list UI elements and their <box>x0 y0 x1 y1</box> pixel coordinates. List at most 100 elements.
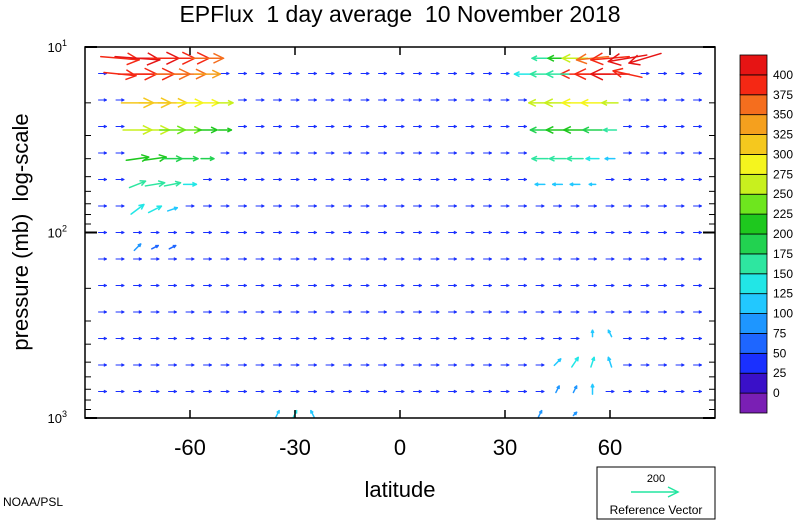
background-vector <box>623 363 632 367</box>
background-vector <box>203 177 212 182</box>
background-vector <box>395 389 405 394</box>
background-vector <box>238 283 247 288</box>
background-vector <box>273 204 282 208</box>
background-vector <box>430 71 440 76</box>
background-vector <box>360 124 370 129</box>
colorbar-swatch <box>739 193 768 215</box>
background-vector <box>500 124 510 129</box>
background-vector <box>220 230 230 235</box>
background-vector <box>203 310 212 314</box>
background-vector <box>500 204 510 208</box>
background-vector <box>605 283 615 288</box>
colorbar-swatch <box>739 94 768 116</box>
background-vector <box>343 230 352 235</box>
background-vector <box>518 204 527 208</box>
background-vector <box>290 177 300 182</box>
background-vector <box>448 257 457 261</box>
colorbar-label: 200 <box>773 227 793 241</box>
flux-vector <box>572 385 578 394</box>
background-vector <box>675 204 685 208</box>
background-vector <box>378 310 387 314</box>
background-vector <box>360 230 370 235</box>
background-vector <box>220 257 230 261</box>
background-vector <box>658 177 667 182</box>
flux-vector <box>580 98 605 107</box>
background-vector <box>518 151 527 155</box>
background-vector <box>308 204 317 208</box>
background-vector <box>360 98 370 102</box>
background-vector <box>360 363 370 367</box>
background-vector <box>448 71 457 76</box>
background-vector <box>273 124 282 129</box>
background-vector <box>395 310 405 314</box>
background-vector <box>115 389 125 394</box>
background-vector <box>500 230 510 235</box>
colorbar-swatch <box>739 313 768 334</box>
background-vector <box>255 230 265 235</box>
x-tick-label: 0 <box>394 435 406 460</box>
y-tick-label: 101 <box>48 38 67 55</box>
flux-vector <box>612 67 643 79</box>
background-vector <box>640 177 650 182</box>
background-vector <box>325 257 335 261</box>
background-vector <box>343 363 352 367</box>
background-vector <box>693 177 702 182</box>
background-vector <box>273 177 282 182</box>
background-vector <box>623 257 632 261</box>
flux-vector <box>590 356 596 368</box>
background-vector <box>360 177 370 182</box>
background-vector <box>658 257 667 261</box>
background-vector <box>378 124 387 129</box>
background-vector <box>483 363 492 367</box>
background-vector <box>238 363 247 367</box>
background-vector <box>500 310 510 314</box>
colorbar-label: 250 <box>773 187 793 201</box>
background-vector <box>693 230 702 235</box>
flux-vector <box>537 409 543 418</box>
flux-vector <box>601 99 619 106</box>
colorbar: 0 25 50 75 100 125 150 175 200 225 250 275 300 325 350… <box>739 54 793 414</box>
background-vector <box>588 310 597 314</box>
background-vector <box>290 310 300 314</box>
reference-vector-label: Reference Vector <box>610 503 703 517</box>
background-vector <box>98 124 107 129</box>
background-vector <box>238 71 247 76</box>
background-vector <box>185 389 195 394</box>
background-vector <box>570 283 580 288</box>
background-vector <box>448 283 457 288</box>
background-vector <box>535 363 545 367</box>
flux-vector <box>217 127 233 133</box>
background-vector <box>255 363 265 367</box>
background-vector <box>448 204 457 208</box>
colorbar-label: 150 <box>773 267 793 281</box>
background-vector <box>150 389 160 394</box>
background-vector <box>343 283 352 288</box>
background-vector <box>640 124 650 129</box>
colorbar-swatch <box>739 54 768 76</box>
background-vector <box>675 310 685 314</box>
colorbar-swatch <box>739 213 768 235</box>
background-vector <box>465 389 475 394</box>
flux-vector <box>275 409 280 418</box>
flux-vector <box>182 181 198 187</box>
flux-vector <box>144 180 166 188</box>
background-vector <box>535 257 545 261</box>
background-vector <box>430 336 440 341</box>
background-vector <box>98 257 107 261</box>
colorbar-swatch <box>739 273 768 295</box>
background-vector <box>255 71 265 76</box>
background-vector <box>308 230 317 235</box>
background-vector <box>588 230 597 235</box>
colorbar-swatch <box>739 333 768 354</box>
background-vector <box>133 230 142 235</box>
flux-vector <box>130 203 145 215</box>
background-vector <box>308 177 317 182</box>
background-vector <box>588 204 597 208</box>
background-vector <box>675 363 685 367</box>
flux-vector <box>585 156 600 162</box>
colorbar-swatch <box>739 253 768 275</box>
background-vector <box>325 71 335 76</box>
background-vector <box>658 389 667 394</box>
background-vector <box>133 257 142 261</box>
flux-vector <box>628 52 662 66</box>
